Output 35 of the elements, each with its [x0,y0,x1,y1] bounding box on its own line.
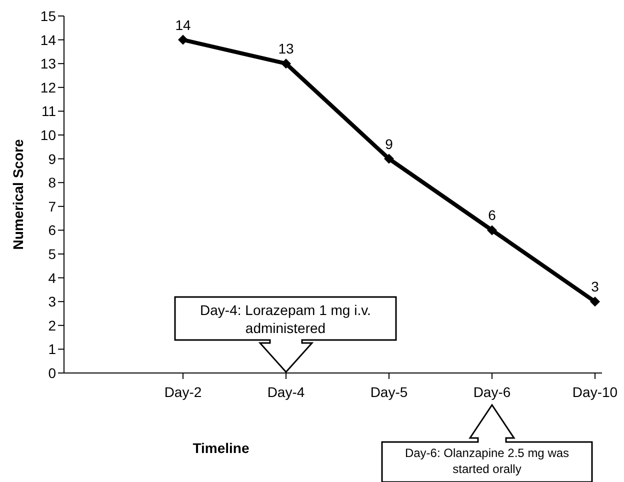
data-label: 9 [385,136,394,152]
x-tick-label: Day-10 [572,384,618,400]
data-label: 14 [175,16,191,33]
data-label: 13 [278,40,294,57]
annotation: Day-4: Lorazepam 1 mg i.v. administered [199,301,372,337]
y-tick-label: 13 [40,56,56,72]
y-tick-label: 0 [48,364,56,381]
y-tick-label: 15 [40,8,56,24]
point [590,296,600,307]
y-tick-label: 12 [40,79,56,96]
x-tick-label: Day-2 [164,384,202,400]
y-tick-label: 1 [48,341,56,358]
y-tick-label: 9 [48,150,56,167]
x-axis-title: Timeline [192,440,250,456]
y-tick-label: 11 [41,103,56,120]
data-label: 6 [488,207,496,224]
y-axis-title: Numerical Score [10,139,26,250]
point [178,34,188,45]
x-tick-label: Day-4 [267,384,305,400]
data-label: 3 [591,278,600,295]
y-tick-label: 4 [48,270,56,286]
x-tick-label: Day-5 [370,384,408,400]
y-tick-label: 6 [48,222,56,238]
y-tick-label: 3 [48,294,56,310]
x-tick-label: Day-6 [473,384,511,400]
point [281,58,291,69]
text: Day-6: Olanzapine 2.5 mg was started orally [404,445,570,477]
point [384,154,394,164]
y-tick-label: 5 [48,246,56,262]
y-tick-label: 7 [48,198,56,214]
y-tick-label: 10 [40,126,56,143]
point [487,225,497,236]
y-tick-label: 2 [48,317,56,334]
y-tick-label: 8 [48,174,56,191]
y-tick-label: 14 [40,32,56,48]
